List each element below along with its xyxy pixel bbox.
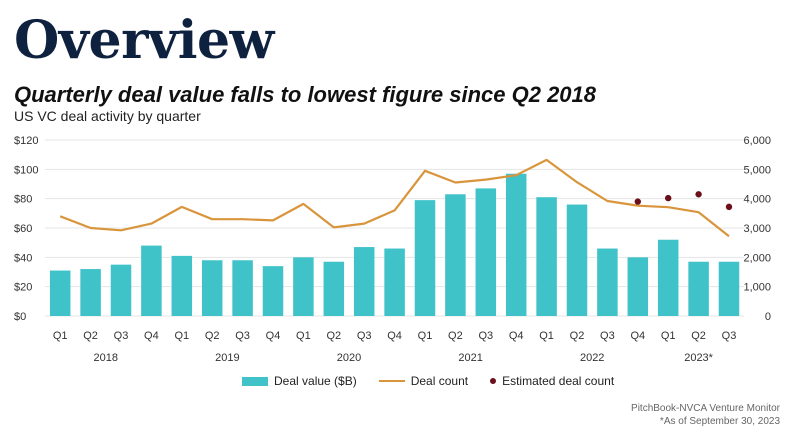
year-label: 2023*: [684, 352, 713, 364]
chart-headline: Quarterly deal value falls to lowest fig…: [14, 82, 597, 107]
chart-footer: PitchBook-NVCA Venture Monitor *As of Se…: [631, 402, 780, 428]
y-right-tick-label: 6,000: [743, 135, 771, 147]
x-tick-label: Q4: [266, 330, 281, 342]
bar: [505, 173, 527, 316]
y-right-tick-label: 5,000: [743, 164, 771, 176]
bar: [80, 269, 101, 316]
x-tick-label: Q3: [478, 330, 493, 342]
chart-legend: Deal value ($B) Deal count Estimated dea…: [242, 372, 636, 390]
y-right-tick-label: 3,000: [743, 223, 771, 235]
y-left-tick-label: $80: [14, 194, 32, 206]
bar: [201, 260, 223, 316]
bar: [414, 200, 436, 316]
bar: [657, 239, 679, 316]
x-tick-label: Q2: [326, 330, 341, 342]
bar: [323, 261, 345, 316]
x-tick-label: Q2: [83, 330, 98, 342]
year-label: 2019: [215, 352, 239, 364]
bar: [445, 194, 466, 316]
legend-item-estimated: Estimated deal count: [490, 374, 614, 388]
y-left-tick-label: $100: [14, 164, 38, 176]
bar: [718, 261, 740, 316]
bar: [49, 270, 71, 316]
source-note: PitchBook-NVCA Venture Monitor: [631, 403, 780, 414]
y-left-tick-label: $120: [14, 135, 38, 147]
bar: [536, 197, 557, 316]
y-right-tick-label: 0: [765, 311, 771, 323]
bar: [475, 188, 497, 316]
page-title: Overview: [14, 10, 274, 71]
bar: [141, 245, 162, 316]
estimated-dot: [725, 203, 733, 211]
x-tick-label: Q1: [296, 330, 311, 342]
bar: [353, 247, 375, 316]
bar: [171, 255, 193, 316]
x-tick-label: Q2: [448, 330, 463, 342]
year-label: 2021: [458, 352, 482, 364]
y-left-tick-label: $60: [14, 223, 32, 235]
legend-swatch-line: [378, 380, 405, 382]
year-label: 2018: [94, 352, 118, 364]
bar: [293, 257, 314, 316]
x-tick-label: Q4: [509, 330, 524, 342]
x-tick-label: Q1: [539, 330, 554, 342]
y-left-tick-label: $40: [14, 252, 32, 264]
y-right-tick-label: 4,000: [743, 194, 771, 206]
y-left-tick-label: $20: [14, 282, 32, 294]
y-left-tick-label: $0: [14, 311, 26, 323]
legend-item-deal-count: Deal count: [378, 374, 469, 388]
bar: [110, 264, 132, 316]
x-tick-label: Q1: [661, 330, 676, 342]
year-label: 2020: [337, 352, 361, 364]
chart-subtitle: US VC deal activity by quarter: [14, 108, 201, 124]
legend-label-estimated: Estimated deal count: [502, 374, 615, 388]
legend-label-deal-count: Deal count: [410, 374, 469, 388]
bar: [262, 266, 284, 316]
date-note: *As of September 30, 2023: [659, 416, 780, 427]
bar: [232, 260, 253, 316]
x-tick-label: Q3: [235, 330, 250, 342]
x-tick-label: Q1: [418, 330, 433, 342]
legend-item-deal-value: Deal value ($B): [242, 374, 357, 388]
x-tick-label: Q4: [630, 330, 645, 342]
x-tick-label: Q2: [205, 330, 220, 342]
x-tick-label: Q3: [357, 330, 372, 342]
x-tick-label: Q1: [53, 330, 68, 342]
x-tick-label: Q2: [691, 330, 706, 342]
bar: [566, 204, 588, 316]
x-tick-label: Q2: [570, 330, 585, 342]
x-tick-label: Q3: [600, 330, 615, 342]
legend-swatch-dot: [490, 378, 497, 384]
estimated-dot: [634, 198, 641, 205]
bar: [597, 248, 618, 316]
legend-label-deal-value: Deal value ($B): [274, 374, 357, 388]
y-right-tick-label: 1,000: [743, 282, 771, 294]
year-label: 2022: [580, 352, 604, 364]
y-right-tick-label: 2,000: [743, 252, 771, 264]
bar: [688, 261, 709, 316]
bar: [384, 248, 405, 316]
x-tick-label: Q3: [722, 330, 737, 342]
bar: [627, 257, 649, 316]
x-tick-label: Q1: [174, 330, 189, 342]
x-tick-label: Q4: [144, 330, 159, 342]
legend-swatch-bar: [242, 376, 268, 386]
deal-count-line: [59, 158, 730, 238]
x-tick-label: Q4: [387, 330, 402, 342]
estimated-dot: [695, 191, 702, 198]
estimated-dot: [665, 194, 672, 202]
x-tick-label: Q3: [114, 330, 129, 342]
